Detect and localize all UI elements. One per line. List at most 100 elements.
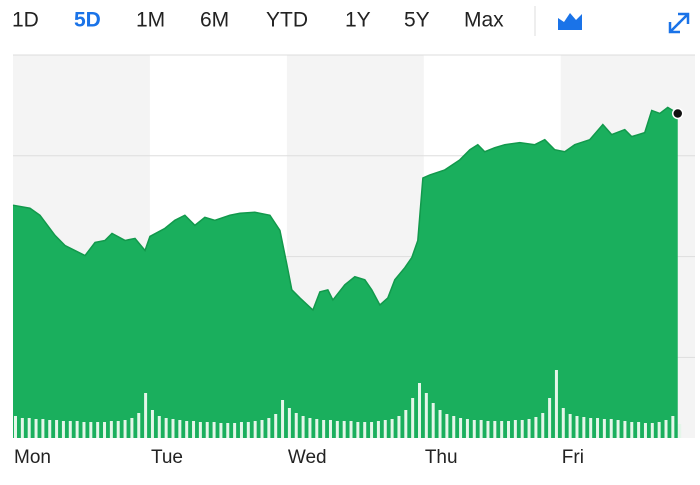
volume-bar <box>75 421 79 438</box>
volume-bar <box>479 420 483 438</box>
range-tab[interactable]: 5D <box>74 9 101 32</box>
x-tick-label: Fri <box>562 447 584 468</box>
volume-bar <box>226 423 230 438</box>
volume-bar <box>20 418 24 438</box>
volume-bar <box>137 413 141 438</box>
volume-bar <box>561 408 565 438</box>
volume-bar <box>219 423 223 438</box>
volume-bar <box>664 420 668 438</box>
volume-bar <box>68 421 72 438</box>
volume-bar <box>657 422 661 438</box>
volume-bar <box>513 420 517 438</box>
volume-bar <box>192 421 196 438</box>
volume-bar <box>185 421 189 438</box>
volume-bar <box>383 420 387 438</box>
volume-bar <box>150 410 154 438</box>
volume-bar <box>328 420 332 438</box>
volume-bar <box>472 420 476 438</box>
volume-bar <box>82 422 86 438</box>
volume-bar <box>89 422 93 438</box>
volume-bar <box>103 422 107 438</box>
volume-bar <box>34 419 38 438</box>
volume-bar <box>116 421 120 438</box>
plot: Mon Tue Wed Thu Fri <box>12 54 695 468</box>
volume-bar <box>363 422 367 438</box>
volume-bar <box>123 420 127 438</box>
range-tab[interactable]: YTD <box>266 9 308 32</box>
volume-bar <box>390 419 394 438</box>
volume-bar <box>322 420 326 438</box>
volume-bar <box>130 418 134 438</box>
range-tabs: 1D 5D 1M 6M YTD 1Y 5Y Max <box>12 9 504 32</box>
volume-bar <box>48 420 52 438</box>
volume-bar <box>260 420 264 438</box>
volume-bar <box>520 420 524 438</box>
volume-bar <box>596 418 600 438</box>
volume-bar <box>267 418 271 438</box>
volume-bar <box>233 423 237 438</box>
volume-bar <box>397 416 401 438</box>
volume-bar <box>637 422 641 438</box>
range-tab[interactable]: 6M <box>200 9 229 32</box>
volume-bar <box>678 424 682 438</box>
volume-bar <box>370 422 374 438</box>
volume-bar <box>493 421 497 438</box>
range-tab[interactable]: Max <box>464 9 504 32</box>
volume-bar <box>609 419 613 438</box>
volume-bar <box>14 416 17 438</box>
volume-bar <box>376 421 380 438</box>
volume-bar <box>253 421 257 438</box>
range-tab[interactable]: 1D <box>12 9 39 32</box>
volume-bar <box>178 420 182 438</box>
range-tab[interactable]: 5Y <box>404 9 430 32</box>
volume-bar <box>342 421 346 438</box>
volume-bar <box>308 418 312 438</box>
volume-bar <box>650 423 654 438</box>
volume-bar <box>452 416 456 438</box>
volume-bar <box>301 416 305 438</box>
volume-bar <box>623 421 627 438</box>
price-area <box>13 107 678 438</box>
volume-bar <box>315 419 319 438</box>
volume-bar <box>554 370 558 438</box>
x-tick-label: Tue <box>151 447 183 468</box>
volume-bar <box>171 419 175 438</box>
volume-bar <box>486 421 490 438</box>
volume-bar <box>417 383 421 438</box>
volume-bar <box>109 421 113 438</box>
volume-bar <box>431 403 435 438</box>
volume-bar <box>465 419 469 438</box>
volume-bar <box>541 413 545 438</box>
volume-bar <box>335 421 339 438</box>
volume-bar <box>459 418 463 438</box>
volume-bar <box>356 422 360 438</box>
volume-bar <box>507 421 511 438</box>
volume-bar <box>96 422 100 438</box>
volume-bar <box>424 393 428 438</box>
volume-bar <box>212 422 216 438</box>
volume-bar <box>55 420 59 438</box>
volume-bar <box>643 423 647 438</box>
volume-bar <box>157 416 161 438</box>
range-tab[interactable]: 1M <box>136 9 165 32</box>
expand-icon[interactable] <box>668 12 690 34</box>
range-tab[interactable]: 1Y <box>345 9 371 32</box>
x-tick-label: Wed <box>288 447 327 468</box>
volume-bar <box>568 414 572 438</box>
volume-bar <box>548 398 552 438</box>
volume-bar <box>274 414 278 438</box>
volume-bar <box>246 422 250 438</box>
last-point <box>671 107 684 120</box>
volume-bar <box>287 408 291 438</box>
volume-bar <box>198 422 202 438</box>
volume-bar <box>527 419 531 438</box>
price-line <box>12 106 679 312</box>
volume-bar <box>500 421 504 438</box>
volume-bar <box>602 419 606 438</box>
volume-bar <box>144 393 148 438</box>
volume-bar <box>534 417 538 438</box>
chart-type-icon[interactable] <box>558 13 582 30</box>
volume-bar <box>239 422 243 438</box>
volume-bar <box>445 414 449 438</box>
